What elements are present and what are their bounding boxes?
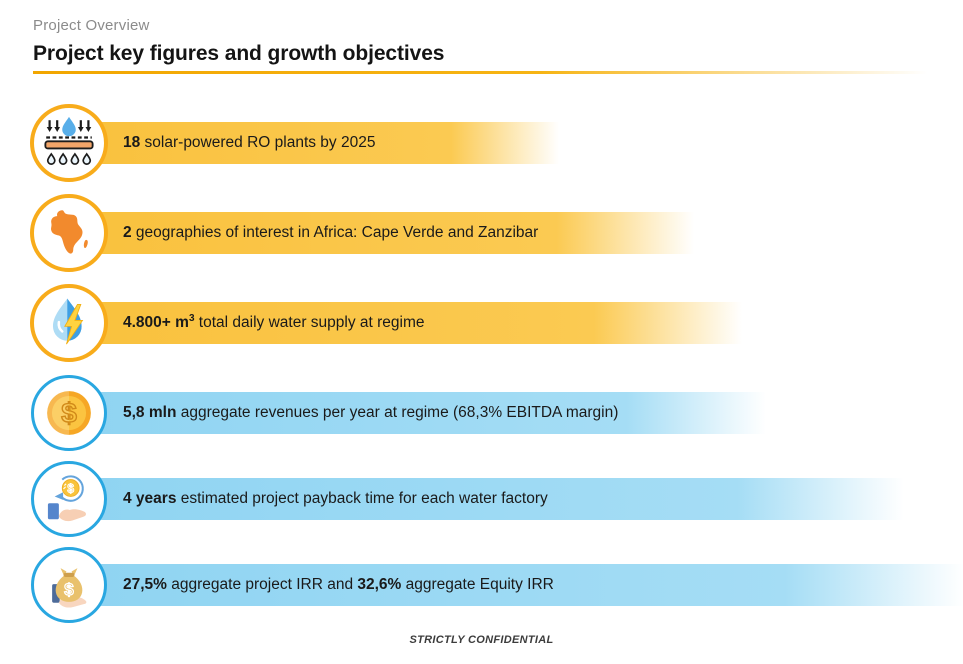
kpi-text: aggregate project IRR and — [166, 576, 358, 593]
payback-hand-coin-icon: $ — [31, 461, 107, 537]
kpi-figure: 32,6% — [357, 576, 402, 593]
kpi-banner: 27,5% aggregate project IRR and 32,6% ag… — [69, 564, 963, 606]
kpi-figure: 4 years — [123, 490, 177, 507]
kpi-banner: 18 solar-powered RO plants by 2025 — [69, 122, 559, 164]
svg-text:$: $ — [61, 398, 77, 429]
water-energy-icon — [30, 284, 108, 362]
kpi-text: solar-powered RO plants by 2025 — [140, 134, 376, 151]
coin-icon: $ — [31, 375, 107, 451]
kpi-text: estimated project payback time for each … — [176, 490, 548, 507]
kpi-figure: 4.800+ m — [123, 314, 189, 331]
kpi-text: geographies of interest in Africa: Cape … — [131, 224, 539, 241]
confidential-label: STRICTLY CONFIDENTIAL — [409, 634, 554, 646]
kpi-figure: 27,5% — [123, 576, 167, 593]
kpi-figure: 2 — [123, 224, 132, 241]
title-divider — [33, 71, 955, 74]
breadcrumb: Project Overview — [33, 17, 150, 34]
page-title: Project key figures and growth objective… — [33, 42, 445, 65]
kpi-banner: 4.800+ m3 total daily water supply at re… — [69, 302, 742, 344]
africa-map-icon — [30, 194, 108, 272]
desalination-plant-icon — [30, 104, 108, 182]
kpi-text: aggregate revenues per year at regime (6… — [176, 404, 619, 421]
kpi-banner: 4 years estimated project payback time f… — [69, 478, 904, 520]
kpi-figure: 5,8 mln — [123, 404, 177, 421]
kpi-figure: 18 — [123, 134, 141, 151]
kpi-banner: 5,8 mln aggregate revenues per year at r… — [69, 392, 766, 434]
money-bag-hand-icon: $ — [31, 547, 107, 623]
svg-text:$: $ — [64, 580, 74, 599]
svg-text:$: $ — [67, 482, 74, 496]
kpi-text: total daily water supply at regime — [194, 314, 425, 331]
kpi-banner: 2 geographies of interest in Africa: Cap… — [69, 212, 694, 254]
